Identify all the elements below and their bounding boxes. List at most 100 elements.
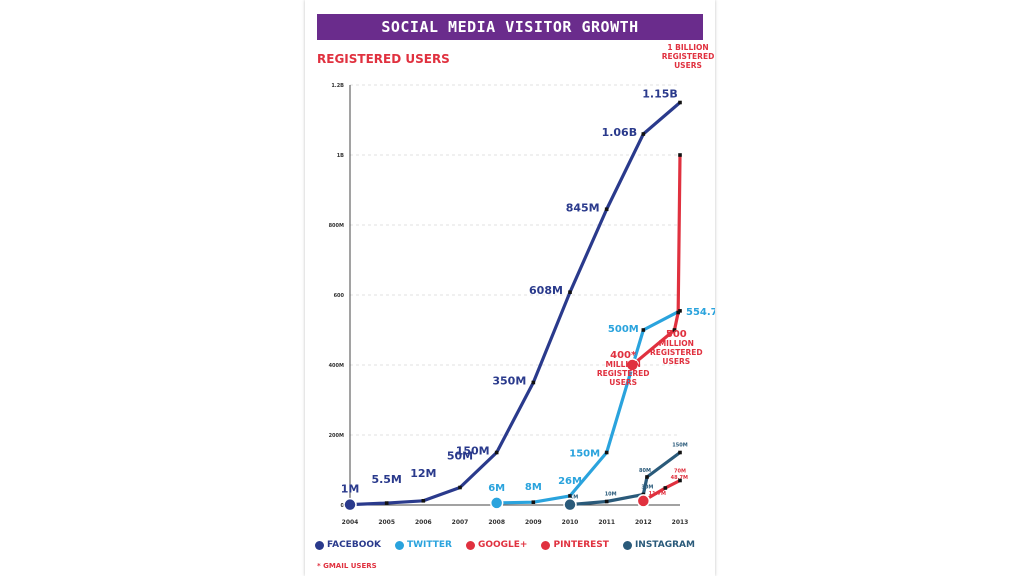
- data-point: [604, 450, 609, 455]
- annotation-text: MILLION: [606, 360, 641, 369]
- x-tick-label: 2012: [635, 519, 652, 526]
- legend-item-pinterest: PINTEREST: [541, 540, 609, 550]
- line-chart: 0 200M 400M 600 800M 1B 1.2B 2004 2005 2006 2007 20…: [329, 43, 715, 526]
- data-label: 845M: [566, 201, 600, 214]
- data-point: [672, 328, 677, 332]
- annotation-text: 500: [666, 329, 687, 340]
- data-point: [568, 290, 572, 294]
- data-label: 50M: [447, 450, 473, 463]
- data-point: [676, 310, 680, 315]
- y-tick-label: 800M: [329, 223, 344, 229]
- annotation-text: 1 BILLION: [667, 43, 708, 52]
- infographic-poster: SOCIAL MEDIA VISITOR GROWTH REGISTERED U…: [305, 0, 715, 576]
- data-label: 80M: [639, 468, 651, 474]
- data-label: 6M: [488, 483, 505, 494]
- data-label: 150M: [456, 445, 490, 458]
- x-tick-label: 2011: [598, 519, 615, 526]
- facebook-icon: [315, 540, 324, 550]
- instagram-start-icon: [563, 497, 577, 512]
- series-line-google: [631, 154, 682, 367]
- data-label: 48.7M: [671, 475, 688, 481]
- y-tick-label: 0: [341, 503, 345, 509]
- footnote: * GMAIL USERS: [317, 562, 377, 570]
- legend-item-googleplus: GOOGLE+: [465, 540, 528, 550]
- legend-item-facebook: FACEBOOK: [315, 540, 381, 550]
- data-label: 150M: [672, 443, 687, 449]
- legend-item-instagram: INSTAGRAM: [622, 540, 695, 550]
- x-tick-label: 2007: [452, 519, 469, 526]
- data-point: [604, 207, 609, 212]
- series-line-twitter: [496, 309, 681, 505]
- title-banner: SOCIAL MEDIA VISITOR GROWTH: [317, 14, 703, 40]
- data-point: [678, 153, 682, 157]
- annotation-text: MILLION: [659, 339, 694, 348]
- x-tick-label: 2006: [415, 519, 432, 526]
- pinterest-icon: [541, 540, 551, 550]
- y-tick-label: 600: [334, 293, 345, 299]
- pinterest-start-icon: [636, 494, 651, 508]
- y-tick-label: 1B: [337, 153, 344, 159]
- annotation-text: REGISTERED: [597, 369, 650, 378]
- data-point: [641, 132, 646, 136]
- x-tick-label: 2005: [378, 519, 395, 526]
- data-label: 70M: [674, 469, 686, 475]
- y-tick-label: 1.2B: [331, 83, 344, 89]
- annotation-text: USERS: [609, 378, 637, 387]
- data-label: 5.5M: [371, 473, 401, 486]
- annotation-text: REGISTERED: [650, 348, 703, 357]
- data-label: 11.7M: [649, 491, 666, 497]
- data-point: [678, 309, 682, 313]
- chart-title: SOCIAL MEDIA VISITOR GROWTH: [381, 18, 639, 36]
- annotation-text: USERS: [662, 357, 690, 366]
- data-point: [494, 450, 499, 455]
- data-point: [678, 100, 682, 105]
- x-tick-label: 2008: [488, 519, 505, 526]
- facebook-start-icon: [343, 497, 357, 512]
- legend-label: PINTEREST: [553, 540, 609, 550]
- legend-item-twitter: TWITTER: [394, 540, 452, 550]
- data-label: 1.06B: [602, 126, 638, 139]
- data-point: [604, 499, 609, 504]
- data-label: 1.15B: [642, 88, 678, 101]
- data-label: 150M: [569, 449, 600, 460]
- data-point: [645, 475, 649, 479]
- x-tick-label: 2009: [525, 519, 542, 526]
- data-point: [663, 486, 668, 490]
- twitter-start-icon: [489, 496, 504, 510]
- data-label: 350M: [492, 375, 526, 388]
- data-point: [568, 494, 572, 498]
- googleplus-start-icon: [625, 358, 640, 372]
- data-label: 554.7M: [686, 307, 715, 318]
- data-point: [421, 499, 426, 503]
- series-line-facebook: [349, 101, 682, 507]
- x-tick-label: 2010: [562, 519, 579, 526]
- legend-label: INSTAGRAM: [634, 540, 695, 550]
- data-label: 10M: [605, 492, 617, 498]
- data-label: 1M: [341, 483, 360, 496]
- y-tick-label: 200M: [329, 433, 344, 439]
- data-point: [678, 478, 682, 483]
- x-tick-label: 2004: [342, 519, 359, 526]
- annotation-text: USERS: [674, 61, 702, 70]
- annotation-text: REGISTERED: [662, 52, 715, 61]
- data-label: 500M: [608, 324, 639, 335]
- legend-label: GOOGLE+: [477, 540, 528, 550]
- googleplus-icon: [465, 540, 475, 550]
- data-point: [678, 450, 682, 455]
- data-point: [641, 328, 646, 332]
- y-tick-label: 400M: [329, 363, 344, 369]
- data-label: 12M: [410, 467, 436, 480]
- data-point: [531, 380, 536, 385]
- data-label: 8M: [525, 482, 542, 493]
- x-tick-label: 2013: [672, 519, 689, 526]
- data-label: 608M: [529, 284, 563, 297]
- data-point: [531, 500, 536, 504]
- data-label: 26M: [558, 476, 582, 487]
- twitter-icon: [394, 540, 404, 550]
- legend: FACEBOOK TWITTER GOOGLE+ PINTEREST INSTA…: [315, 540, 695, 550]
- annotation-text: 400*: [610, 350, 637, 361]
- legend-label: FACEBOOK: [327, 540, 381, 550]
- chart-subtitle: REGISTERED USERS: [317, 52, 450, 66]
- legend-label: TWITTER: [406, 540, 452, 550]
- instagram-icon: [622, 540, 632, 550]
